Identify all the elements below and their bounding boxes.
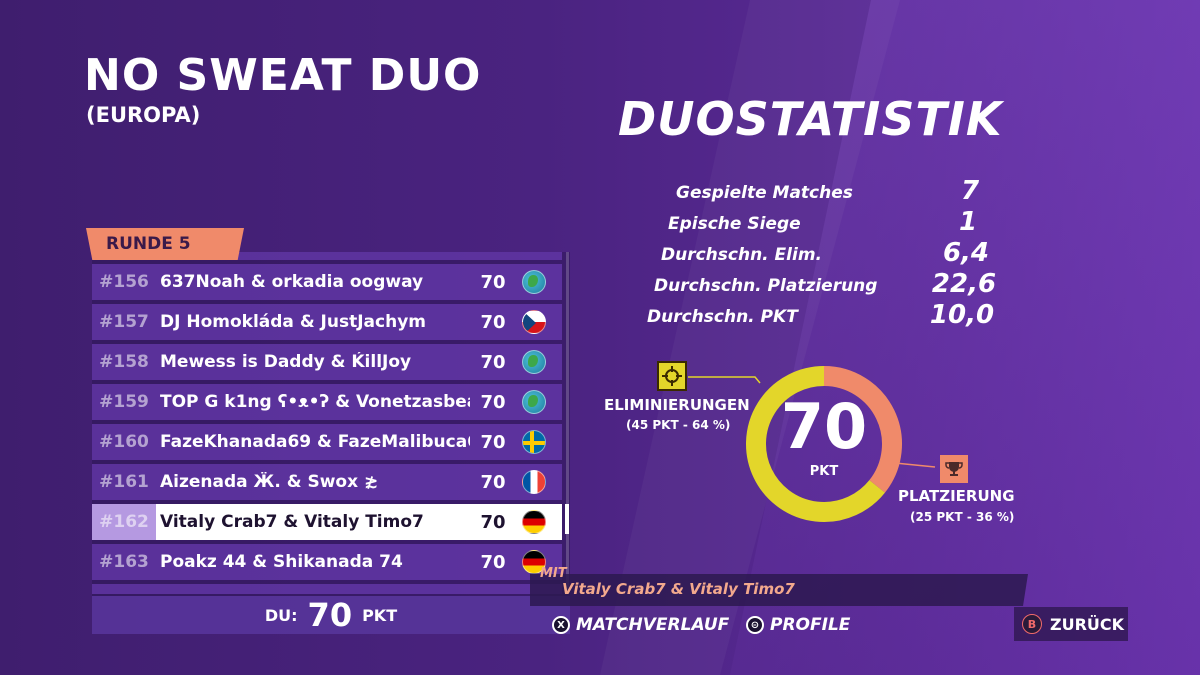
x-button-icon: X [552,616,570,634]
row-rank: #161 [99,472,149,492]
leaderboard-row[interactable]: #160 FazeKhanada69 & FazeMalibuca69 70 [92,424,562,460]
row-rank: #162 [92,504,156,540]
legend-elim-sub: (45 PKT - 64 %) [626,418,731,432]
globe-icon [522,350,546,374]
row-team-names: Aizenada Ӝ. & Swox ≵ [160,472,379,492]
team-banner [530,574,1028,606]
b-button-icon: B [1022,614,1042,634]
donut-total: 70 [780,390,868,463]
my-score-bar: DU: 70 PKT [92,596,570,634]
mode-region: (EUROPA) [86,103,201,127]
row-points: 70 [480,311,506,333]
leaderboard-row[interactable]: #157 DJ Homokláda & JustJachym 70 [92,304,562,340]
legend-elim-label: ELIMINIERUNGEN [604,396,750,414]
donut-slice-eliminierungen [746,366,885,522]
my-score-unit: PKT [362,605,398,625]
donut-slice-platzierung [823,366,902,493]
row-points: 70 [480,391,506,413]
leaderboard-row[interactable]: #158 Mewess is Daddy & ḰillJoy 70 [92,344,562,380]
points-donut-chart [746,366,902,522]
profile-button[interactable]: ⊝ PROFILE [746,615,850,635]
match-history-button[interactable]: X MATCHVERLAUF [552,615,729,635]
czech-flag-icon [522,310,546,334]
row-points: 70 [480,471,506,493]
profile-label: PROFILE [770,615,851,635]
leaderboard-row[interactable]: #161 Aizenada Ӝ. & Swox ≵ 70 [92,464,562,500]
touchpad-button-icon: ⊝ [746,616,764,634]
sweden-flag-icon [522,430,546,454]
row-points: 70 [480,511,506,533]
round-tag: RUNDE 5 [86,228,244,260]
legend-place-label: PLATZIERUNG [898,487,1015,505]
row-rank: #158 [99,352,149,372]
row-team-names: DJ Homokláda & JustJachym [160,312,427,332]
row-points: 70 [480,431,506,453]
team-with-label: MIT [540,566,567,581]
row-team-names: Poakz 44 & Shikanada 74 [160,552,403,572]
stat-value: 7 [960,176,980,206]
row-team-names: Vitaly Crab7 & Vitaly Timo7 [160,512,424,532]
germany-flag-icon [522,510,546,534]
globe-icon [522,390,546,414]
row-points: 70 [480,551,506,573]
row-rank: #157 [99,312,149,332]
team-names: Vitaly Crab7 & Vitaly Timo7 [562,580,795,598]
row-team-names: TOP G k1ng ʕ•ᴥ•ʔ & Vonetzasbearbeit [160,392,470,412]
row-rank: #159 [99,392,149,412]
leaderboard-row-partial [92,252,562,260]
back-button[interactable]: B ZURÜCK [1014,607,1128,641]
my-score-points: 70 [307,596,353,634]
row-points: 70 [480,351,506,373]
leaderboard-scrollbar[interactable] [566,252,569,592]
leaderboard-row-partial [92,584,562,594]
stat-label: Durchschn. Platzierung [654,276,878,296]
row-rank: #160 [99,432,149,452]
legend-place-sub: (25 PKT - 36 %) [910,510,1015,524]
selected-row-marker [565,504,569,534]
stat-label: Durchschn. Elim. [661,245,822,265]
stat-value: 6,4 [942,238,990,268]
trophy-icon [940,455,968,483]
stats-title: DUOSTATISTIK [618,92,1003,146]
stat-value: 22,6 [931,269,997,299]
stat-value: 10,0 [929,300,995,330]
leaderboard-row[interactable]: #159 TOP G k1ng ʕ•ᴥ•ʔ & Vonetzasbearbeit 7… [92,384,562,420]
leaderboard-row[interactable]: #163 Poakz 44 & Shikanada 74 70 [92,544,562,580]
leaderboard-row[interactable]: #156 637Noah & orkadia oogway 70 [92,264,562,300]
stat-label: Gespielte Matches [676,183,853,203]
row-rank: #163 [99,552,149,572]
row-points: 70 [480,271,506,293]
leaderboard-row[interactable]: #162 Vitaly Crab7 & Vitaly Timo7 70 [92,504,562,540]
crosshair-icon [657,361,687,391]
stat-label: Epische Siege [668,214,801,234]
row-team-names: FazeKhanada69 & FazeMalibuca69 [160,432,470,452]
my-score-label: DU: [264,605,298,625]
donut-unit: PKT [809,464,839,479]
france-flag-icon [522,470,546,494]
row-rank: #156 [99,272,149,292]
row-team-names: Mewess is Daddy & ḰillJoy [160,352,412,372]
row-team-names: 637Noah & orkadia oogway [160,272,424,292]
donut-center: 70 PKT [744,390,904,480]
back-label: ZURÜCK [1050,614,1125,634]
stat-label: Durchschn. PKT [647,307,798,327]
mode-title: NO SWEAT DUO [84,50,482,101]
leaderboard: #156 637Noah & orkadia oogway 70 #157 DJ Hom… [92,252,570,634]
globe-icon [522,270,546,294]
match-history-label: MATCHVERLAUF [576,615,730,635]
germany-flag-icon [522,550,546,574]
stat-value: 1 [958,207,978,237]
